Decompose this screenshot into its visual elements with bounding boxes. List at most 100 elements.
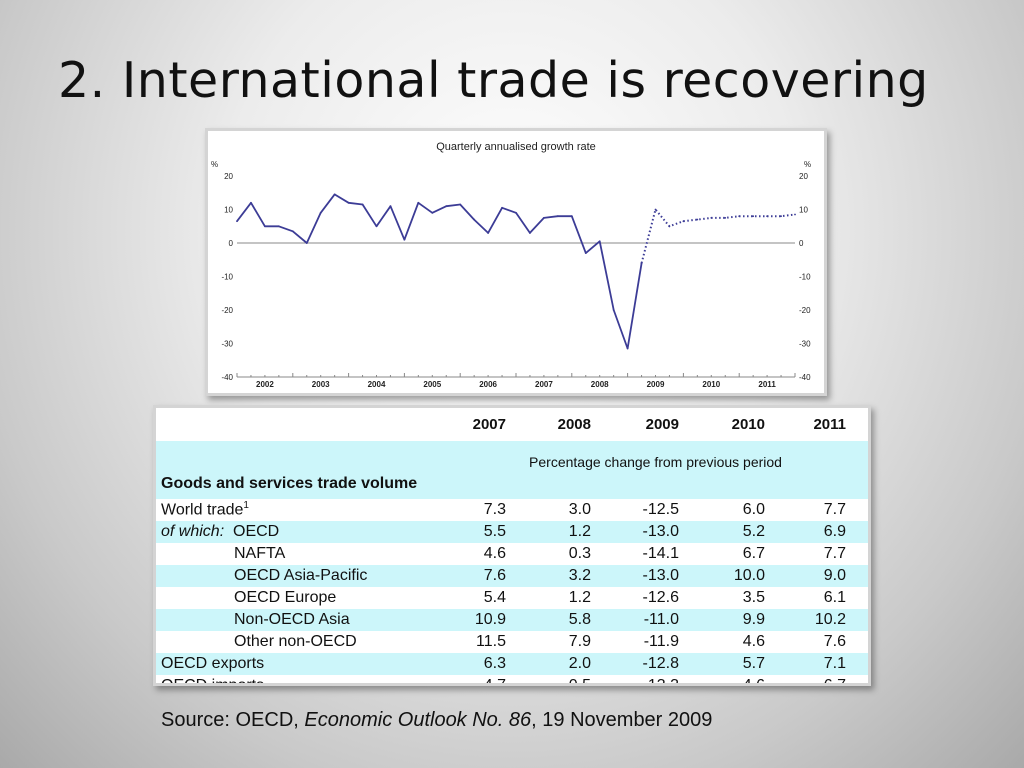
actual-data-point xyxy=(515,211,517,214)
y-tick-label-left: 20 xyxy=(224,172,233,181)
table-cell: 7.1 xyxy=(787,653,868,675)
footnote-marker: 1 xyxy=(243,500,249,512)
actual-data-point xyxy=(570,215,573,218)
y-tick-label-right: 20 xyxy=(799,172,808,181)
table-cell: -12.8 xyxy=(613,653,701,675)
actual-data-point xyxy=(333,193,336,196)
row-label: World trade1 xyxy=(156,499,443,521)
x-tick-label: 2003 xyxy=(312,380,330,389)
y-tick-label-left: -40 xyxy=(221,373,233,382)
table-cell: -11.0 xyxy=(613,609,701,631)
year-header-row: 2007 2008 2009 2010 2011 xyxy=(156,408,868,441)
row-label: NAFTA xyxy=(234,545,286,562)
actual-data-point xyxy=(487,232,489,234)
x-tick-label: 2002 xyxy=(256,380,274,389)
year-header-blank xyxy=(156,408,443,441)
table-cell: 0.5 xyxy=(568,677,591,686)
table-cell: 10.0 xyxy=(701,565,787,587)
actual-data-point xyxy=(361,203,364,206)
source-suffix: , 19 November 2009 xyxy=(531,709,713,731)
table-cell: 7.3 xyxy=(483,501,506,518)
projection-data-point xyxy=(640,262,643,264)
table-cell: 5.8 xyxy=(528,609,613,631)
table-cell: 6.7 xyxy=(823,677,846,686)
table-cell: 5.4 xyxy=(483,589,506,606)
trade-volume-table-frame: 2007 2008 2009 2010 2011 Goods and servi… xyxy=(153,405,871,686)
table-cell: 7.7 xyxy=(823,545,846,562)
table-row: NAFTA 4.6 0.3 -14.1 6.7 7.7 xyxy=(156,543,868,565)
actual-data-point xyxy=(445,205,448,208)
row-label: OECD exports xyxy=(156,653,443,675)
y-tick-label-left: -20 xyxy=(221,306,233,315)
x-tick-label: 2006 xyxy=(479,380,497,389)
actual-data-point xyxy=(319,211,322,214)
table-cell: -12.6 xyxy=(642,589,679,606)
actual-data-point xyxy=(598,240,601,243)
projection-data-point xyxy=(696,218,699,221)
actual-data-point xyxy=(291,230,294,233)
actual-data-point xyxy=(277,225,280,228)
table-row: OECD Europe 5.4 1.2 -12.6 3.5 6.1 xyxy=(156,587,868,609)
table-row: Other non-OECD 11.5 7.9 -11.9 4.6 7.6 xyxy=(156,631,868,653)
projection-data-point xyxy=(654,208,657,211)
y-tick-label-right: -30 xyxy=(799,340,811,349)
row-label-text: World trade xyxy=(161,501,244,519)
projection-data-point xyxy=(752,215,755,218)
percentage-change-label: Percentage change from previous period xyxy=(443,441,868,499)
y-tick-label-left: -30 xyxy=(221,340,233,349)
actual-data-point xyxy=(264,225,266,228)
y-tick-label-right: 10 xyxy=(799,206,808,215)
section-label: Goods and services trade volume xyxy=(156,441,443,499)
actual-data-point xyxy=(459,203,462,206)
projection-series-line xyxy=(640,208,796,264)
source-citation: Source: OECD, Economic Outlook No. 86, 1… xyxy=(161,709,712,732)
table-cell: -11.9 xyxy=(643,633,679,650)
year-header: 2007 xyxy=(472,416,506,433)
table-cell: 9.9 xyxy=(701,609,787,631)
table-cell: 6.3 xyxy=(443,653,528,675)
table-cell: 7.6 xyxy=(823,633,846,650)
table-cell: -13.0 xyxy=(613,521,701,543)
table-cell: 4.6 xyxy=(742,677,765,686)
projection-data-point xyxy=(780,215,782,218)
row-label: OECD imports xyxy=(161,677,265,686)
table-cell: 3.0 xyxy=(568,501,591,518)
projection-data-point xyxy=(710,216,713,219)
actual-data-point xyxy=(584,252,587,254)
projection-data-point xyxy=(738,215,741,218)
x-tick-label: 2004 xyxy=(368,380,386,389)
table-cell: 10.2 xyxy=(787,609,868,631)
slide-title: 2. International trade is recovering xyxy=(58,52,929,109)
y-tick-label-right: 0 xyxy=(799,239,804,248)
projection-data-point xyxy=(682,220,685,223)
actual-data-point xyxy=(347,201,350,204)
x-tick-label: 2007 xyxy=(535,380,553,389)
actual-data-point xyxy=(305,242,308,244)
table-cell: 2.0 xyxy=(528,653,613,675)
table-cell: 5.5 xyxy=(443,521,528,543)
y-axis-unit-right: % xyxy=(804,160,811,169)
trade-volume-table: 2007 2008 2009 2010 2011 Goods and servi… xyxy=(156,408,868,686)
actual-data-point xyxy=(501,206,503,209)
y-tick-label-right: -20 xyxy=(799,306,811,315)
actual-data-point xyxy=(375,225,378,228)
actual-data-point xyxy=(417,201,420,204)
table-cell: 11.5 xyxy=(476,633,506,650)
chart-svg: Quarterly annualised growth rate% %20 2010… xyxy=(211,141,811,389)
table-cell: 6.9 xyxy=(787,521,868,543)
table-cell: 3.2 xyxy=(528,565,613,587)
x-tick-label: 2005 xyxy=(423,380,441,389)
row-label: of which: OECD xyxy=(156,521,443,543)
table-cell: 6.7 xyxy=(742,545,765,562)
row-label: Non-OECD Asia xyxy=(156,609,443,631)
table-cell: 1.2 xyxy=(528,521,613,543)
table-row: OECD imports 4.7 0.5 -13.3 4.6 6.7 xyxy=(156,675,868,686)
table-cell: -13.0 xyxy=(613,565,701,587)
x-tick-label: 2011 xyxy=(758,380,776,389)
x-tick-label: 2008 xyxy=(591,380,609,389)
actual-data-point xyxy=(431,211,434,214)
table-cell: 7.6 xyxy=(443,565,528,587)
year-header: 2008 xyxy=(557,416,591,433)
y-tick-label-right: -10 xyxy=(799,273,811,282)
y-tick-label-left: 10 xyxy=(224,206,233,215)
